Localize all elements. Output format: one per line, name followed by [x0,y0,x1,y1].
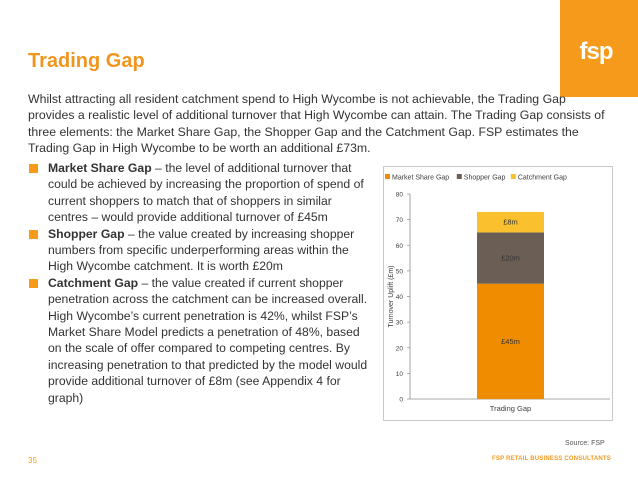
chart-svg: Market Share Gap Shopper Gap Catchment Gap… [383,166,613,421]
bullet-market-share-gap: Market Share Gap – the level of addition… [28,160,373,226]
footer-brand: FSP RETAIL BUSINESS CONSULTANTS [492,456,611,462]
bullet-square-icon [29,229,38,239]
data-label-3: £8m [503,218,518,227]
legend-label-3: Catchment Gap [518,175,567,182]
bullet-text: – the value created if current shopper p… [48,275,368,405]
y-tick-label: 60 [396,243,404,250]
bullet-square-icon [29,278,38,288]
source-note: Source: FSP [565,440,605,447]
brand-logo-block [560,0,638,97]
bar-segment-3 [477,211,544,233]
intro-paragraph: Whilst attracting all resident catchment… [28,92,605,155]
y-tick-label: 80 [396,192,404,199]
bullet-term: Market Share Gap [48,161,152,175]
legend-swatch-1 [385,174,390,179]
page-title: Trading Gap [28,50,145,72]
bullet-catchment-gap: Catchment Gap – the value created if cur… [28,275,373,406]
y-tick-label: 0 [399,397,403,404]
trading-gap-chart: Market Share Gap Shopper Gap Catchment Gap… [383,166,613,421]
chart-border [383,166,613,421]
legend-label-1: Market Share Gap [392,175,449,182]
bar-segment-2 [477,232,544,284]
y-tick-label: 40 [396,294,404,301]
bar-segment-1 [477,283,544,399]
y-tick-label: 10 [396,371,404,378]
bullet-shopper-gap: Shopper Gap – the value created by incre… [28,226,373,275]
brand-logo: fsp [579,38,614,65]
bullet-term: Catchment Gap [48,275,139,290]
y-axis-title: Turnover Uplift (£m) [388,266,395,328]
bullet-term: Shopper Gap [48,226,125,241]
bullet-list: Market Share Gap – the level of addition… [28,160,373,406]
legend-swatch-2 [456,174,462,179]
x-category-label: Trading Gap [490,404,531,413]
y-tick-label: 30 [396,320,404,327]
data-label-2: £20m [501,254,520,263]
page-number: 35 [28,456,37,465]
bullet-square-icon [29,164,38,173]
bullet-text: – the level of additional turnover that … [48,161,364,225]
y-tick-label: 70 [396,217,404,224]
bullet-text: – the value created by increasing shoppe… [48,226,355,274]
y-tick-label: 50 [396,268,404,275]
data-label-1: £45m [501,337,520,346]
legend-swatch-3 [510,174,516,179]
legend-label-2: Shopper Gap [464,175,506,182]
y-tick-label: 20 [396,345,404,352]
